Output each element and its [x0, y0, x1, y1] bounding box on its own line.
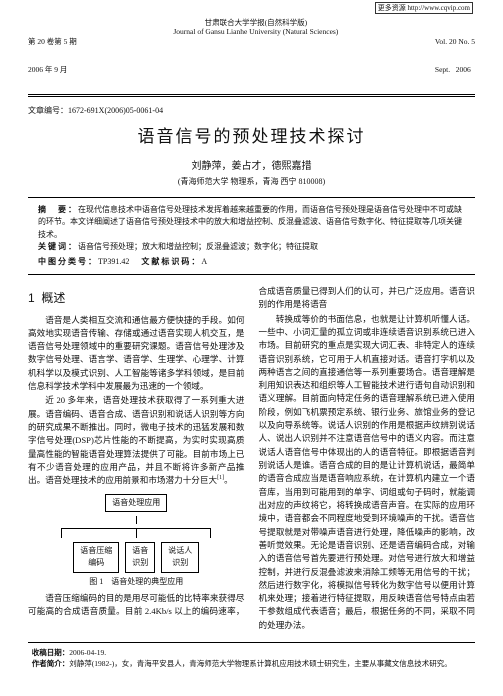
- header-left: 第 20 卷第 5 期 2006 年 9 月: [28, 18, 77, 93]
- clc-value: TP391.42: [98, 257, 129, 266]
- received-value: 2006-04-19.: [69, 648, 106, 657]
- paragraph-2-text: 近 20 多年来，语音处理技术获取得了一系列重大进展。语音编码、语音合成、语音识…: [28, 395, 245, 485]
- diagram-root-box: 语音处理应用: [105, 494, 167, 512]
- received-date-row: 收稿日期：2006-04-19.: [28, 647, 475, 658]
- abstract-label: 摘 要：: [38, 205, 78, 214]
- paragraph-2: 近 20 多年来，语音处理技术获取得了一系列重大进展。语音编码、语音合成、语音识…: [28, 394, 245, 487]
- section-1-heading: 1 概述: [28, 289, 245, 308]
- diagram-connector-hbar: [61, 528, 211, 538]
- date-en: Sept. 2006: [435, 65, 475, 74]
- author-bio-row: 作者简介：刘静萍(1982-)，女，青海平安县人，青海师范大学物理系计算机应用技…: [28, 658, 475, 669]
- received-label: 收稿日期：: [32, 648, 70, 657]
- abstract-row: 摘 要：在现代信息技术中语音信号处理技术发挥着越来越重要的作用，而语音信号预处理…: [38, 204, 465, 241]
- author-bio-label: 作者简介：: [32, 659, 70, 668]
- article-id-line: 文章编号：1672-691X(2006)05-0061-04: [28, 105, 475, 116]
- keywords-row: 关键词：语音信号预处理；放大和增益控制；反混叠滤波；数字化；特征提取: [38, 241, 465, 253]
- keywords-text: 语音信号预处理；放大和增益控制；反混叠滤波；数字化；特征提取: [78, 242, 318, 251]
- footnote-block: 收稿日期：2006-04-19. 作者简介：刘静萍(1982-)，女，青海平安县…: [28, 642, 475, 670]
- diagram-connector-vline: [136, 516, 137, 524]
- paragraph-1: 语音是人类相互交流和通信最方便快捷的手段。如何高效地实现语音传输、存储或通过语音…: [28, 314, 245, 394]
- section-1-number: 1: [28, 291, 35, 305]
- keywords-label: 关键词：: [38, 242, 78, 251]
- abstract-text: 在现代信息技术中语音信号处理技术发挥着越来越重要的作用，而语音信号预处理是语音信…: [38, 205, 462, 239]
- paragraph-4: 转换成等价的书面信息，也就是让计算机听懂人话。一些中、小词汇量的孤立词或非连续语…: [259, 313, 476, 633]
- article-id-value: 1672-691X(2006)05-0061-04: [68, 106, 163, 115]
- diagram-children-row: 语音压缩 编码 语音 识别 说话人 识别: [73, 542, 199, 573]
- authors: 刘静萍，姜占才，德熙嘉措: [28, 157, 475, 172]
- diagram-child-3: 说话人 识别: [161, 542, 199, 573]
- source-url-stamp: 更多资源 http://www.cqvip.com: [375, 2, 473, 14]
- abstract-block: 摘 要：在现代信息技术中语音信号处理技术发挥着越来越重要的作用，而语音信号预处理…: [28, 197, 475, 275]
- figure-1: 语音处理应用 语音压缩 编码 语音 识别 说话人 识别 图 1 语音处理的典型应…: [28, 494, 245, 589]
- date-cn: 2006 年 9 月: [28, 65, 77, 74]
- volume-en: Vol. 20 No. 5: [435, 37, 475, 46]
- section-1-title: 概述: [41, 291, 65, 305]
- page: 更多资源 http://www.cqvip.com 第 20 卷第 5 期 20…: [0, 0, 503, 696]
- body-columns: 1 概述 语音是人类相互交流和通信最方便快捷的手段。如何高效地实现语音传输、存储…: [28, 285, 475, 632]
- article-title: 语音信号的预处理技术探讨: [28, 122, 475, 147]
- article-id-label: 文章编号：: [28, 106, 68, 115]
- journal-title-en: Journal of Gansu Lianhe University (Natu…: [77, 27, 435, 36]
- affiliation: (青海师范大学 物理系，青海 西宁 810008): [28, 176, 475, 187]
- header-rule-bottom: [28, 96, 475, 97]
- clc-row: 中图分类号：TP391.42 文献标识码：A: [38, 256, 465, 268]
- diagram-child-1: 语音压缩 编码: [73, 542, 119, 573]
- doccode-label: 文献标识码：: [141, 257, 201, 266]
- header-center: 甘肃联合大学学报(自然科学版) Journal of Gansu Lianhe …: [77, 18, 435, 93]
- running-header: 第 20 卷第 5 期 2006 年 9 月 甘肃联合大学学报(自然科学版) J…: [28, 18, 475, 93]
- header-rule-top: [28, 94, 475, 95]
- diagram-child-2: 语音 识别: [125, 542, 155, 573]
- paragraph-2-tail: 。: [224, 475, 233, 485]
- journal-title-cn: 甘肃联合大学学报(自然科学版): [77, 18, 435, 27]
- doccode-value: A: [201, 257, 207, 266]
- figure-1-caption: 图 1 语音处理的典型应用: [28, 576, 245, 588]
- figure-1-diagram: 语音处理应用 语音压缩 编码 语音 识别 说话人 识别: [28, 494, 245, 573]
- volume-cn: 第 20 卷第 5 期: [28, 37, 77, 46]
- clc-label: 中图分类号：: [38, 257, 98, 266]
- author-bio-text: 刘静萍(1982-)，女，青海平安县人，青海师范大学物理系计算机应用技术硕士研究…: [69, 659, 452, 668]
- header-right: Vol. 20 No. 5 Sept. 2006: [435, 18, 475, 93]
